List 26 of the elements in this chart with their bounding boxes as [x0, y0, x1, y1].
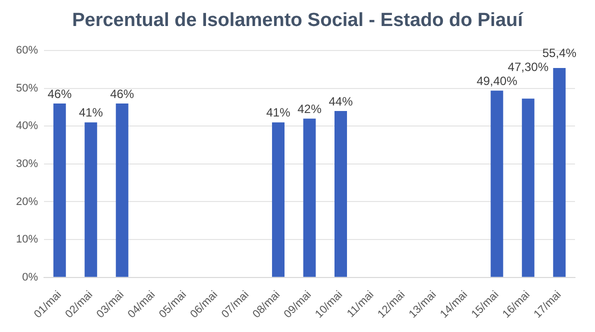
y-tick-label: 0%: [22, 271, 38, 284]
y-tick-label: 60%: [16, 44, 38, 57]
data-label: 46%: [110, 86, 134, 101]
bar: [303, 118, 316, 277]
bar: [53, 104, 66, 277]
y-tick-label: 30%: [16, 158, 38, 170]
bar: [334, 111, 347, 277]
data-label: 47,30%: [508, 60, 549, 74]
data-label: 42%: [297, 102, 322, 116]
bar: [84, 122, 98, 277]
y-tick-label: 40%: [16, 120, 38, 132]
y-tick-label: 50%: [16, 82, 38, 94]
data-label: 55,4%: [542, 46, 577, 60]
data-label: 41%: [266, 106, 291, 120]
bar: [272, 122, 285, 277]
bar: [553, 68, 566, 277]
chart-title: Percentual de Isolamento Social - Estado do Piauí: [71, 10, 524, 33]
data-label: 41%: [78, 106, 104, 120]
bar: [490, 90, 504, 277]
y-tick-label: 20%: [16, 196, 38, 208]
data-label: 44%: [328, 94, 354, 108]
bar: [116, 104, 128, 277]
y-tick-label: 10%: [16, 234, 38, 246]
bar: [522, 98, 534, 277]
data-label: 49,40%: [476, 74, 518, 88]
data-label: 46%: [48, 86, 72, 101]
